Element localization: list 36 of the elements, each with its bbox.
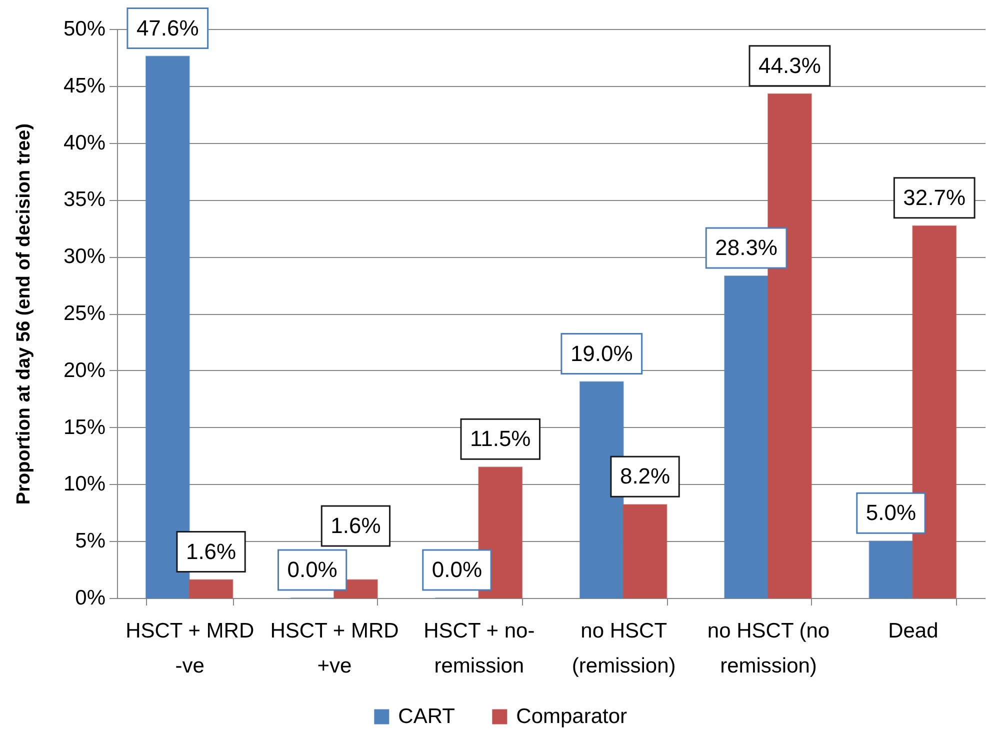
x-tick-label: Dead	[888, 620, 938, 642]
data-label: 0.0%	[287, 557, 338, 582]
data-label: 32.7%	[903, 184, 966, 210]
x-tick-label: no HSCT (no remission)	[707, 620, 830, 678]
data-label: 11.5%	[470, 426, 531, 452]
x-tick-label: no HSCT (remission)	[572, 620, 676, 678]
data-label: 28.3%	[715, 234, 778, 260]
data-label: 5.0%	[866, 500, 916, 526]
x-tick-label: HSCT + MRD -ve	[126, 620, 254, 678]
bar	[622, 504, 668, 598]
y-tick-label: 20%	[63, 358, 106, 382]
bar	[188, 579, 234, 598]
y-tick-label: 0%	[75, 586, 106, 610]
data-label: 8.2%	[620, 464, 670, 489]
y-tick-label: 10%	[63, 472, 106, 496]
bar	[724, 275, 768, 598]
data-label: 44.3%	[758, 52, 821, 78]
y-tick-label: 5%	[75, 530, 106, 553]
data-label: 1.6%	[186, 538, 236, 564]
legend-label: Comparator	[516, 704, 628, 728]
x-tick-label: HSCT + no-remission	[424, 620, 535, 678]
data-label: 19.0%	[570, 340, 633, 366]
y-tick-label: 35%	[63, 188, 106, 212]
bar	[868, 540, 914, 598]
legend-label: CART	[398, 704, 456, 728]
x-tick-label: HSCT + MRD +ve	[270, 620, 399, 678]
y-tick-label: 15%	[63, 416, 106, 439]
y-tick-label: 50%	[63, 18, 106, 40]
data-label: 0.0%	[432, 557, 482, 582]
y-tick-label: 40%	[63, 131, 106, 154]
y-tick-label: 45%	[63, 74, 106, 98]
data-label: 47.6%	[136, 15, 199, 40]
y-tick-label: 25%	[63, 302, 106, 325]
y-tick-label: 30%	[63, 245, 106, 268]
y-axis-title: Proportion at day 56 (end of decision tree)	[13, 123, 34, 505]
data-label: 1.6%	[330, 513, 381, 538]
